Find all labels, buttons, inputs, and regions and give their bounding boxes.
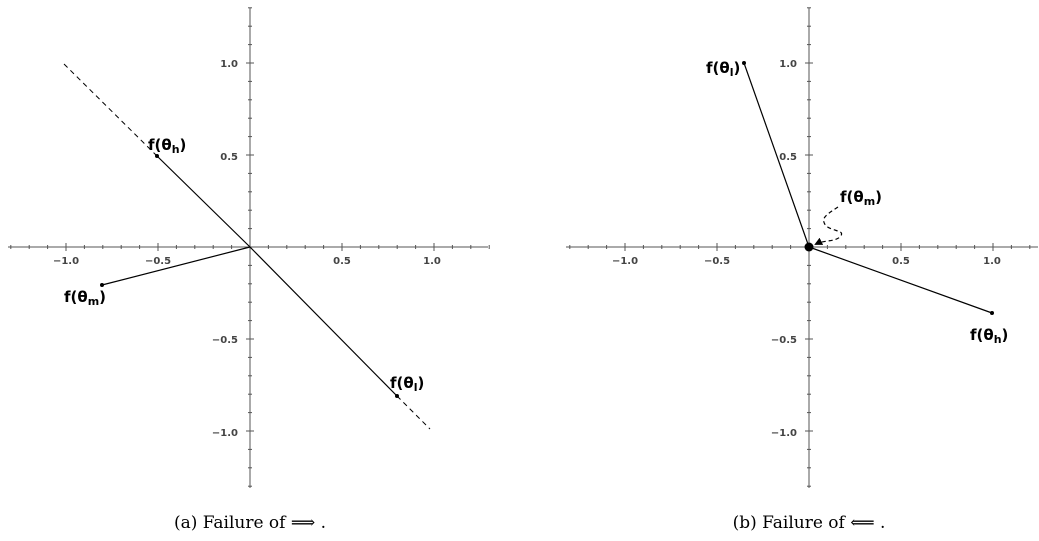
y-tick-label: −1.0 [771,428,797,439]
point-theta-h [155,154,159,158]
dashed-line-lower [396,395,431,430]
point-theta-m [100,283,104,287]
x-tick-label: −0.5 [704,256,730,267]
label-theta-l: f(θl) [390,374,424,394]
y-tick-label: −0.5 [212,335,238,346]
x-tick-label: 1.0 [983,256,1001,267]
segment-to-theta-l [743,62,810,248]
x-tick-label: 0.5 [333,256,351,267]
segment-to-theta-l [249,246,398,397]
label-theta-m: f(θm) [64,288,106,308]
segment-to-theta-h [156,155,251,248]
x-tick-label: 0.5 [892,256,910,267]
x-tick-label: −0.5 [145,256,171,267]
caption-a: (a) Failure of ⟹ . [174,513,326,533]
panel-a: −1.0 −0.5 0.5 1.0 1.0 0.5 −0.5 −1.0 f(θh… [8,7,490,533]
dashed-line-upper [63,63,158,157]
dashed-arrow-theta-m [814,206,843,245]
y-tick-label: 1.0 [220,59,238,70]
segment-to-theta-m [101,246,251,286]
point-theta-l [395,394,399,398]
label-theta-h: f(θh) [148,136,186,156]
caption-b: (b) Failure of ⟸ . [733,513,886,533]
label-theta-l: f(θl) [706,59,740,79]
y-tick-label: 0.5 [220,152,238,163]
x-tick-label: 1.0 [423,256,441,267]
segment-to-theta-h [808,246,993,314]
point-theta-h [990,311,994,315]
y-tick-label: −1.0 [212,428,238,439]
label-theta-m: f(θm) [840,188,882,208]
label-theta-h: f(θh) [970,326,1008,346]
y-tick-label: 0.5 [779,152,797,163]
y-tick-label: 1.0 [779,59,797,70]
panel-b: −1.0 −0.5 0.5 1.0 1.0 0.5 −0.5 −1.0 f(θl… [566,7,1038,533]
point-theta-l [742,61,746,65]
x-tick-label: −1.0 [53,256,79,267]
x-tick-label: −1.0 [612,256,638,267]
y-tick-label: −0.5 [771,335,797,346]
point-theta-m [804,242,814,252]
